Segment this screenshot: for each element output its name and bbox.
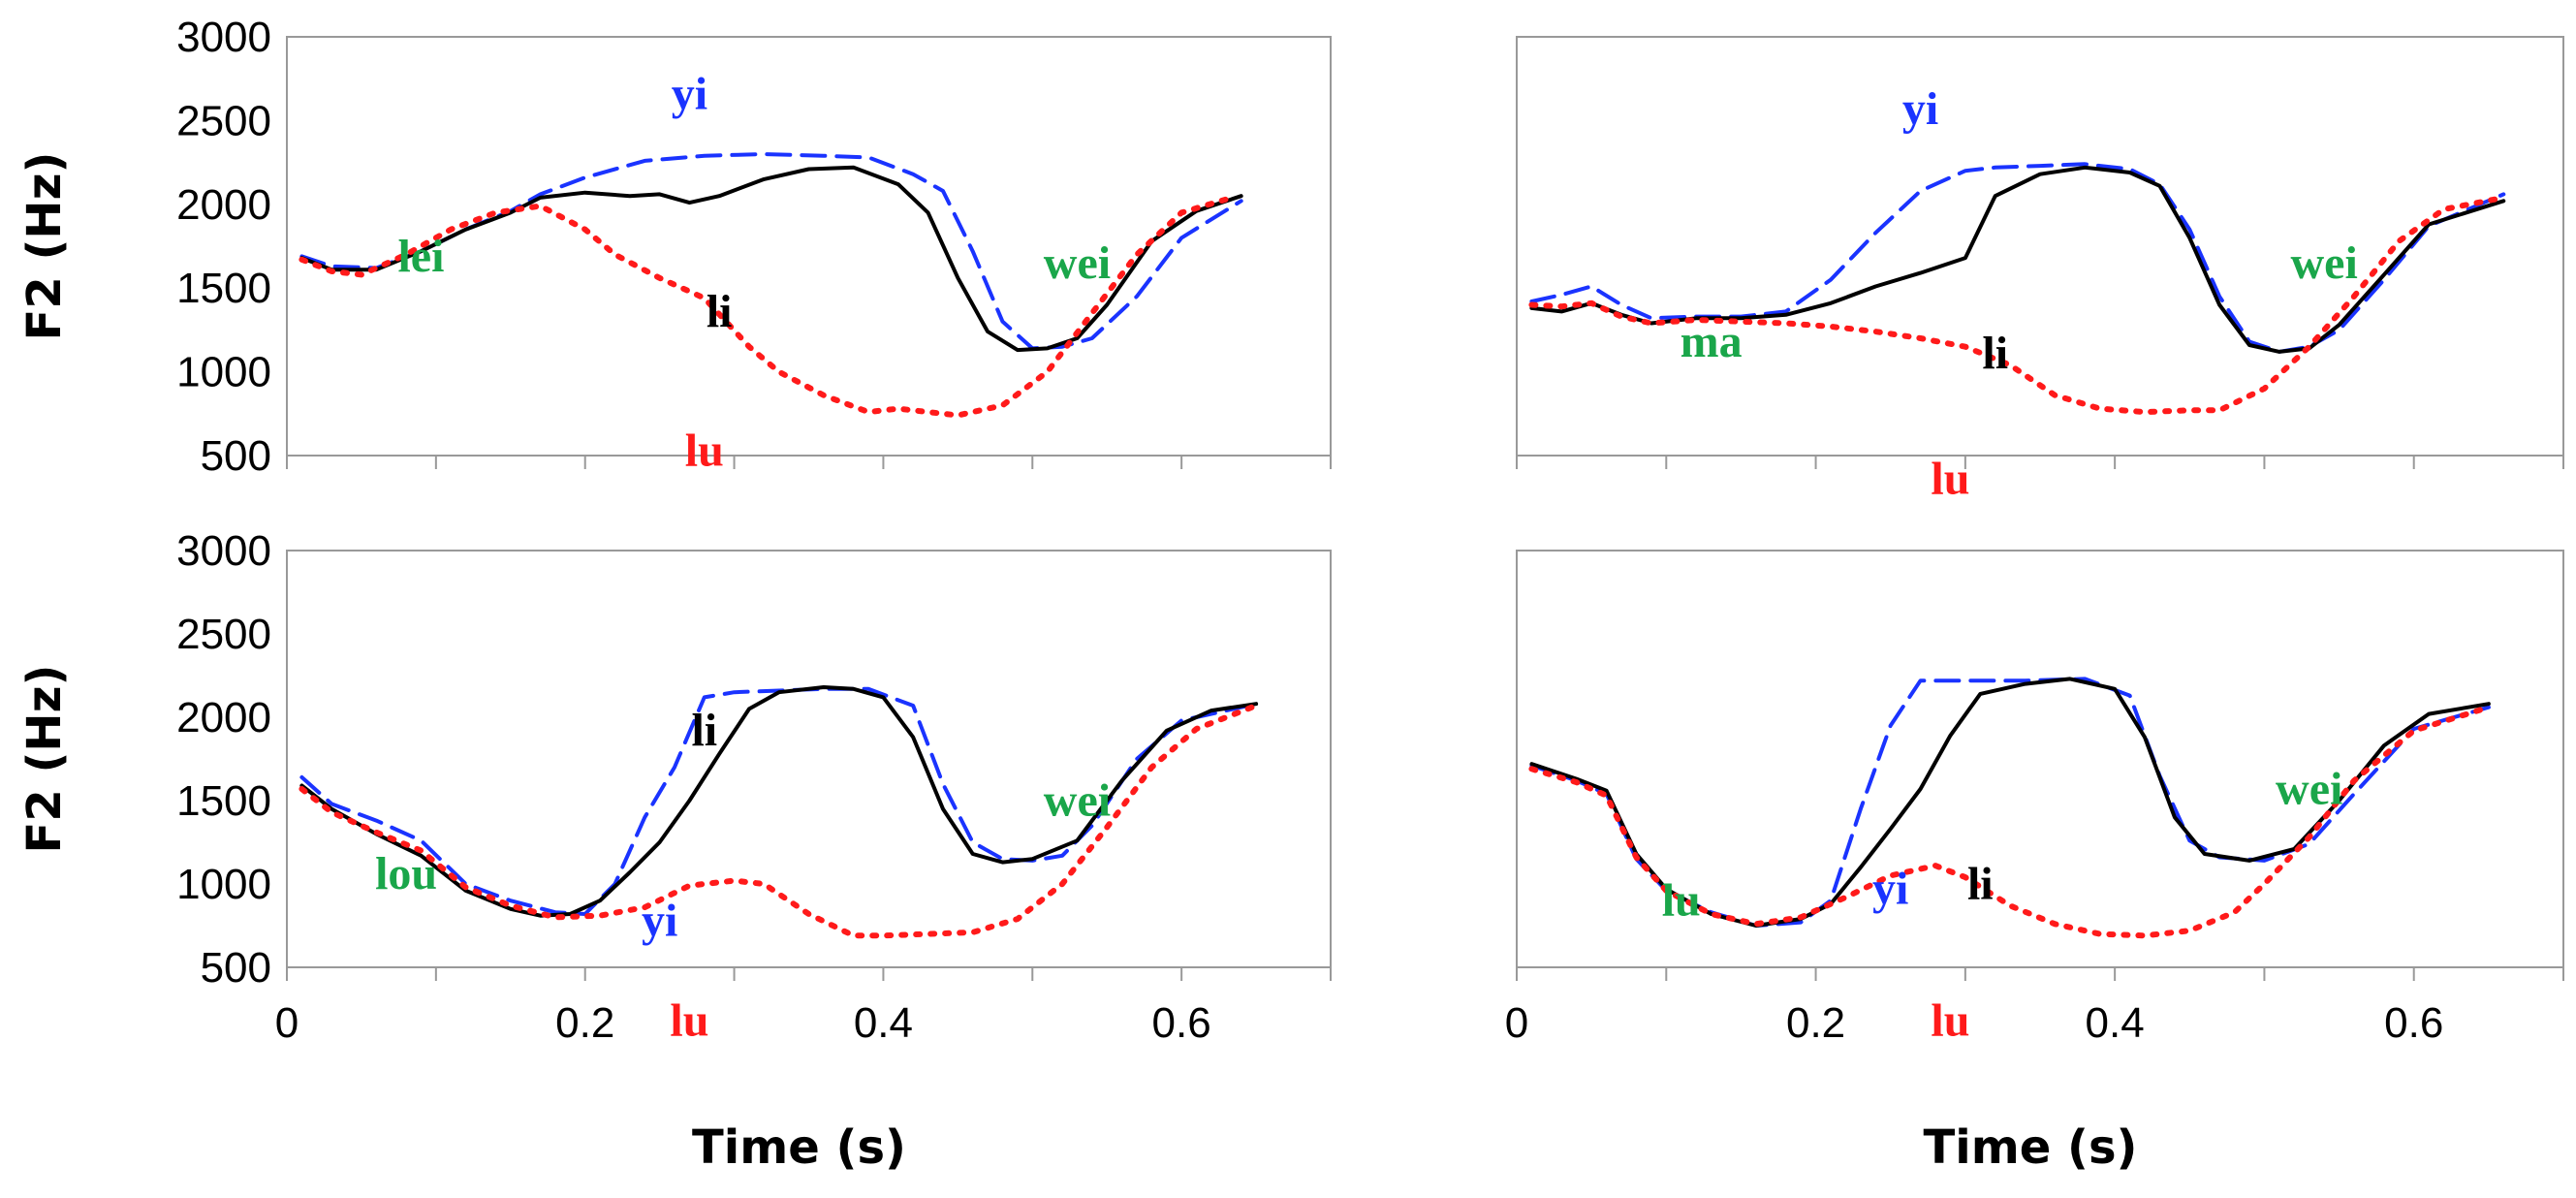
- annotation-yi: yi: [672, 68, 707, 119]
- series-line-li: [299, 685, 1259, 918]
- chart-panel-bottom-right: 0 0.2 0.4 0.6 Time (s) lu yi li lu wei: [1505, 550, 2564, 1175]
- y-tick-label: 1000: [176, 861, 271, 908]
- annotation-li: li: [1982, 328, 2008, 379]
- annotation-li: li: [707, 286, 733, 337]
- y-axis-label: F2 (Hz): [17, 665, 72, 854]
- series-line-li: [299, 165, 1243, 353]
- plot-frame: [1516, 550, 2564, 968]
- y-tick-label: 3000: [176, 527, 271, 575]
- x-tick-label: 0: [1505, 999, 1528, 1047]
- annotation-lei: lei: [397, 231, 444, 282]
- annotation-lu: lu: [1931, 454, 1969, 505]
- annotation-yi: yi: [1872, 864, 1908, 915]
- annotation-yi: yi: [642, 895, 677, 946]
- annotation-wei: wei: [2290, 237, 2357, 289]
- chart-panel-bottom-left: 500 1000 1500 2000 2500 3000 0 0.2 0.4 0.6 F2 (Hz)…: [17, 527, 1332, 1175]
- series-line-li: [1529, 677, 2491, 928]
- chart-panel-top-right: ma yi li lu wei: [1516, 36, 2564, 505]
- x-tick-label: 0.2: [555, 999, 614, 1047]
- y-tick-label: 1500: [176, 265, 271, 312]
- y-tick-label: 2500: [176, 611, 271, 658]
- annotation-li: li: [691, 705, 717, 756]
- series-line-yi: [299, 686, 1259, 916]
- x-axis-label: Time (s): [692, 1120, 906, 1175]
- series-line-lu: [1528, 194, 2507, 416]
- y-tick-label: 1500: [176, 777, 271, 825]
- series-line-lu: [298, 703, 1260, 939]
- y-tick-label: 2000: [176, 181, 271, 229]
- x-axis-label: Time (s): [1924, 1120, 2138, 1175]
- annotation-lu: lu: [670, 995, 708, 1047]
- annotation-wei: wei: [1044, 774, 1111, 826]
- chart-panel-top-left: 500 1000 1500 2000 2500 3000 F2 (Hz) lei yi li lu w…: [17, 14, 1332, 480]
- annotation-wei: wei: [2276, 763, 2342, 814]
- annotation-yi: yi: [1902, 83, 1938, 135]
- y-tick-label: 2000: [176, 694, 271, 741]
- y-tick-label: 500: [201, 432, 271, 480]
- x-tick-label: 0.6: [2384, 999, 2443, 1047]
- plot-frame: [1516, 36, 2564, 457]
- y-tick-label: 1000: [176, 349, 271, 396]
- annotation-lu: lu: [685, 425, 724, 476]
- series-line-lu: [298, 196, 1230, 419]
- y-axis-label: F2 (Hz): [17, 152, 72, 341]
- annotation-lou: lou: [375, 848, 437, 899]
- annotation-lu: lu: [1662, 875, 1701, 927]
- annotation-wei: wei: [1044, 237, 1111, 289]
- series-line-lu: [1528, 704, 2492, 939]
- x-tick-label: 0.4: [854, 999, 913, 1047]
- x-tick-label: 0.6: [1152, 999, 1211, 1047]
- annotation-lu: lu: [1931, 995, 1969, 1047]
- x-tick-label: 0.2: [1786, 999, 1845, 1047]
- plot-frame: [286, 550, 1332, 968]
- y-tick-label: 500: [201, 944, 271, 992]
- annotation-li: li: [1967, 858, 1994, 909]
- x-tick-label: 0.4: [2086, 999, 2145, 1047]
- y-tick-label: 2500: [176, 97, 271, 144]
- plot-frame: [286, 36, 1332, 457]
- y-tick-label: 3000: [176, 14, 271, 61]
- annotation-ma: ma: [1681, 316, 1743, 367]
- x-tick-label: 0: [275, 999, 298, 1047]
